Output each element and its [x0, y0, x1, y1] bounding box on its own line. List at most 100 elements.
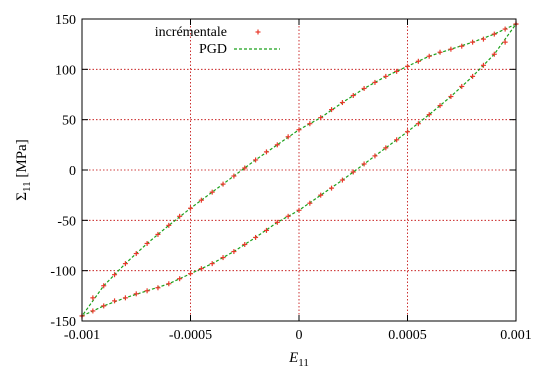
- incremental-point: [361, 85, 367, 91]
- incremental-point: [177, 276, 183, 282]
- x-tick-label: -0.0005: [169, 328, 212, 343]
- incremental-point: [350, 169, 356, 175]
- incremental-point: [350, 93, 356, 99]
- incremental-point: [274, 219, 280, 225]
- incremental-point: [209, 261, 215, 267]
- incremental-point: [90, 308, 96, 314]
- incremental-point: [491, 31, 497, 37]
- y-axis-label-unit: [MPa]: [14, 139, 30, 181]
- y-tick-label: -100: [50, 265, 76, 280]
- x-tick-label: 0.001: [500, 328, 532, 343]
- incremental-point: [166, 281, 172, 287]
- incremental-point: [231, 173, 237, 179]
- incremental-point: [155, 285, 161, 291]
- incremental-point: [405, 129, 410, 135]
- incremental-point: [263, 149, 269, 155]
- legend-label-incremental: incrémentale: [155, 25, 227, 40]
- incremental-point: [329, 185, 335, 191]
- incremental-point: [372, 79, 378, 85]
- incremental-point: [459, 83, 465, 89]
- incremental-point: [112, 298, 118, 304]
- incremental-point: [383, 145, 389, 151]
- plot-series: [79, 21, 519, 319]
- incremental-point: [133, 291, 139, 297]
- y-tick-label: 100: [55, 63, 76, 78]
- incremental-point: [470, 73, 476, 79]
- incremental-point: [394, 68, 400, 74]
- axis-ticks: -0.001 -0.0005 0 0.0005 0.001 -150 -100 -50 0 50 1…: [50, 13, 531, 343]
- incremental-point: [372, 153, 378, 159]
- incremental-point: [253, 157, 259, 163]
- incremental-point: [361, 161, 367, 167]
- incremental-point: [101, 303, 107, 309]
- incremental-point: [296, 127, 302, 133]
- x-tick-label: -0.001: [64, 328, 100, 343]
- incremental-point: [274, 142, 280, 148]
- incremental-point: [339, 177, 345, 183]
- incremental-point: [383, 73, 389, 79]
- incremental-point: [339, 100, 345, 106]
- x-tick-label: 0: [296, 328, 303, 343]
- legend-label-pgd: PGD: [199, 42, 227, 57]
- incremental-point: [155, 231, 161, 237]
- x-tick-label: 0.0005: [388, 328, 427, 343]
- incremental-point: [307, 121, 313, 127]
- incremental-point: [470, 39, 476, 45]
- incremental-point: [296, 207, 302, 213]
- incremental-point: [318, 115, 324, 121]
- incremental-point: [112, 272, 118, 278]
- incremental-point: [263, 227, 269, 233]
- legend-marker-incremental: [255, 29, 261, 35]
- incremental-point: [491, 51, 497, 57]
- x-axis-label: E11: [288, 350, 309, 369]
- legend-plus-glyph: [255, 29, 261, 35]
- y-tick-label: -150: [50, 315, 76, 330]
- incremental-point: [437, 49, 443, 55]
- incremental-point: [415, 121, 421, 127]
- incremental-point: [502, 39, 508, 45]
- incremental-point: [459, 43, 465, 49]
- y-tick-label: 150: [55, 13, 76, 28]
- incremental-point: [133, 251, 139, 257]
- incremental-point: [231, 249, 237, 255]
- x-axis-label-sub: 11: [298, 357, 309, 369]
- x-axis-label-main: E: [288, 350, 298, 366]
- incremental-point: [209, 189, 215, 195]
- incremental-point: [188, 205, 193, 211]
- incremental-point: [318, 192, 324, 198]
- incremental-point: [502, 26, 508, 32]
- y-tick-label: 0: [69, 164, 76, 179]
- incremental-point: [122, 261, 128, 267]
- incremental-point: [448, 94, 454, 100]
- incremental-point: [101, 283, 107, 289]
- incremental-point: [188, 271, 193, 277]
- incremental-point: [285, 213, 291, 219]
- y-axis-label-sub: 11: [21, 181, 33, 192]
- incremental-point: [198, 197, 204, 203]
- y-tick-label: -50: [57, 214, 76, 229]
- incremental-point: [242, 241, 248, 247]
- incremental-point: [437, 103, 443, 109]
- incremental-point: [90, 295, 96, 301]
- incremental-point: [166, 222, 172, 228]
- incremental-point: [329, 107, 335, 113]
- incremental-point: [480, 62, 486, 68]
- incremental-point: [394, 137, 400, 143]
- incremental-point: [220, 181, 226, 187]
- incremental-point: [415, 58, 421, 64]
- grid-lines: [82, 19, 516, 321]
- incremental-point: [480, 36, 486, 42]
- incremental-point: [144, 240, 150, 246]
- incremental-point: [448, 46, 454, 52]
- incremental-point: [198, 266, 204, 272]
- incremental-point: [253, 234, 259, 240]
- incremental-point: [426, 112, 432, 118]
- legend: incrémentale PGD: [155, 25, 280, 57]
- incremental-point: [285, 134, 291, 140]
- incremental-point: [177, 213, 183, 219]
- incremental-point: [220, 255, 226, 261]
- incremental-point: [122, 295, 128, 301]
- incremental-point: [426, 53, 432, 59]
- incremental-point: [242, 165, 248, 171]
